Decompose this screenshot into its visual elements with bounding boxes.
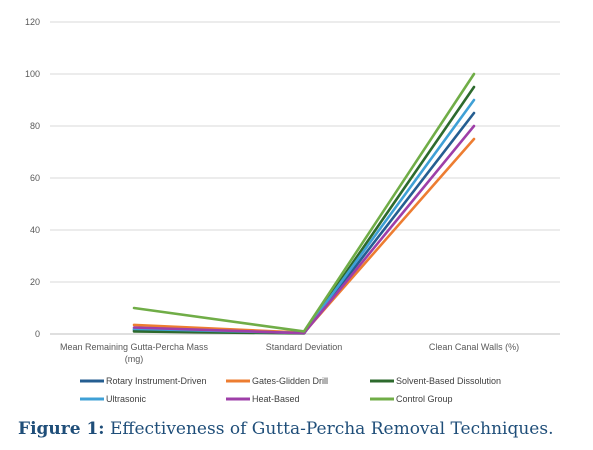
legend-label: Gates-Glidden Drill (252, 376, 328, 386)
figure-caption: Figure 1: Effectiveness of Gutta-Percha … (18, 419, 553, 439)
line-chart: 0 20 40 60 80 100 120 Mean Remaining Gutta-Per… (25, 17, 560, 404)
y-tick-label: 40 (30, 225, 40, 235)
series-line (132, 111, 476, 335)
x-axis: Mean Remaining Gutta-Percha Mass (mg) Stan… (60, 342, 519, 364)
x-category-label: Standard Deviation (266, 342, 343, 352)
series-line (132, 98, 476, 335)
y-tick-label: 80 (30, 121, 40, 131)
series-line (132, 72, 476, 333)
series-line (132, 85, 476, 335)
caption-label: Figure 1: (18, 419, 105, 439)
legend-label: Ultrasonic (106, 394, 147, 404)
y-tick-label: 0 (35, 329, 40, 339)
series-line (132, 124, 476, 335)
y-tick-label: 100 (25, 69, 40, 79)
caption-text: Effectiveness of Gutta-Percha Removal Te… (109, 419, 554, 439)
series-lines (132, 72, 476, 335)
y-tick-label: 120 (25, 17, 40, 27)
legend-label: Heat-Based (252, 394, 300, 404)
x-category-label: Mean Remaining Gutta-Percha Mass (mg) (60, 342, 209, 364)
x-category-label: Clean Canal Walls (%) (429, 342, 519, 352)
legend-label: Control Group (396, 394, 453, 404)
y-tick-label: 60 (30, 173, 40, 183)
y-tick-label: 20 (30, 277, 40, 287)
legend-label: Rotary Instrument-Driven (106, 376, 207, 386)
gridlines (50, 21, 560, 335)
legend-label: Solvent-Based Dissolution (396, 376, 501, 386)
legend: Rotary Instrument-Driven Gates-Glidden Dr… (80, 376, 501, 404)
y-axis: 0 20 40 60 80 100 120 (25, 17, 40, 339)
